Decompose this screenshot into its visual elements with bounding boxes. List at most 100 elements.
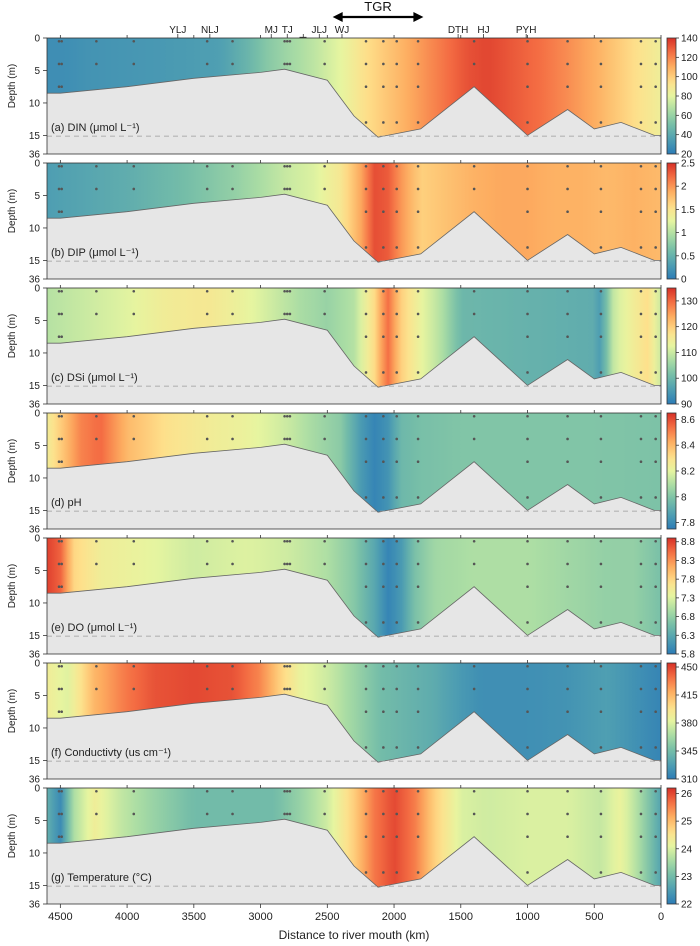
sample-point [566,164,569,168]
sample-point [654,371,657,374]
sample-point [526,187,529,191]
sample-point [95,562,98,566]
sample-point [395,585,399,589]
panel-title: (g) Temperature (°C) [51,872,152,884]
sample-point [382,210,385,214]
sample-point [60,664,63,668]
y-tick-label: 5 [34,691,40,702]
sample-point [526,746,529,749]
sample-point [654,437,657,441]
sample-point [654,789,657,793]
sample-point [382,789,385,793]
sample-point [60,164,63,168]
sample-point [231,312,234,316]
sample-point [416,539,420,543]
y-tick-label: 5 [34,191,40,202]
y-tick-label: 36 [29,400,41,411]
y-tick-label: 5 [34,66,40,77]
sample-point [639,621,643,624]
panel-title: (f) Conductivty (us cm⁻¹) [51,747,171,759]
sample-point [283,164,286,168]
sample-point [639,539,643,543]
sample-point [416,187,420,191]
sample-point [364,539,368,543]
sample-point [654,812,657,816]
sample-point [60,437,63,441]
sample-point [205,62,209,66]
sample-point [395,496,399,499]
sample-point [60,460,63,464]
sample-point [364,746,368,749]
sample-point [526,312,529,316]
sample-point [285,62,289,66]
sample-point [285,414,289,418]
sample-point [132,789,136,793]
sample-point [323,414,326,418]
sample-point [132,562,136,566]
sample-point [395,710,399,714]
sample-point [323,164,326,168]
seabed [47,694,661,779]
sample-point [382,85,385,89]
sample-point [654,539,657,543]
sample-point [57,687,61,691]
y-tick-label: 5 [34,816,40,827]
sample-point [382,585,385,589]
sample-point [382,164,385,168]
panel-title: (a) DIN (μmol L⁻¹) [51,122,140,134]
seabed-outline [47,68,661,138]
sample-point [364,289,368,293]
colorbar-tick-label: 450 [681,663,698,674]
y-tick-label: 5 [34,566,40,577]
sample-point [205,414,209,418]
sample-point [472,562,476,566]
seabed [47,444,661,529]
panel-6: 0 5 10 15 36 Depth (m) (f) Conductivty (us cm⁻… [7,659,698,786]
sample-point [364,164,368,168]
sample-point [599,121,603,124]
sample-point [283,62,286,66]
sample-point [639,39,643,43]
sample-point [599,437,603,441]
sample-point [283,664,286,668]
x-tick-label: 500 [585,911,603,923]
panel-frame [46,787,662,905]
colorbar-tick-label: 23 [681,872,693,883]
colorbar-tick-label: 1 [681,228,687,239]
sample-point [395,687,399,691]
x-tick-label: 1000 [515,911,539,923]
station-label: PYH [516,25,537,36]
sample-point [395,312,399,316]
colorbar-tick-label: 310 [681,775,698,786]
colorbar-tick-label: 120 [681,53,698,64]
y-tick-label: 15 [29,256,41,267]
sample-point [231,664,234,668]
colorbar-tick-label: 110 [681,348,697,359]
sample-point [395,121,399,124]
sample-point [526,460,529,464]
sample-point [283,687,286,691]
sample-point [132,39,136,43]
sample-point [57,460,61,464]
colorbar-tick-label: 140 [681,34,698,45]
y-tick-label: 0 [34,409,40,420]
sample-point [472,812,476,816]
sample-point [382,621,385,624]
panel-frame [46,37,662,155]
sample-point [639,289,643,293]
sample-point [639,85,643,89]
seabed-outline [47,443,661,513]
sample-point [60,289,63,293]
y-tick-label: 5 [34,316,40,327]
sample-point [283,562,286,566]
sample-point [599,746,603,749]
sample-point [566,312,569,316]
sample-point [205,539,209,543]
y-tick-label: 36 [29,275,41,286]
sample-point [95,289,98,293]
y-axis-label: Depth (m) [7,189,18,233]
sample-point [382,121,385,124]
sample-point [599,539,603,543]
sample-point [566,85,569,89]
sample-point [416,746,420,749]
